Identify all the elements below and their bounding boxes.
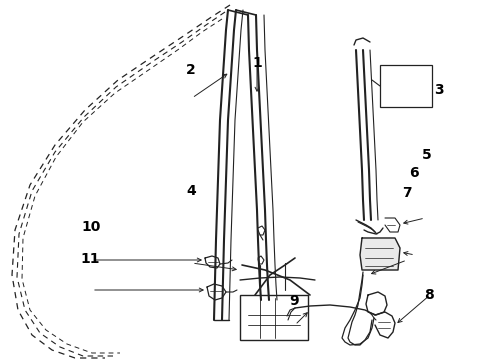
- FancyBboxPatch shape: [380, 65, 432, 107]
- Text: 6: 6: [409, 166, 419, 180]
- Text: 5: 5: [421, 148, 431, 162]
- Text: 4: 4: [186, 184, 196, 198]
- Polygon shape: [360, 238, 400, 270]
- Text: 11: 11: [81, 252, 100, 266]
- Text: 8: 8: [424, 288, 434, 302]
- Text: 3: 3: [434, 83, 443, 97]
- Text: 1: 1: [252, 56, 262, 70]
- FancyBboxPatch shape: [240, 295, 308, 340]
- Text: 10: 10: [81, 220, 100, 234]
- Text: 9: 9: [289, 294, 299, 307]
- Text: 7: 7: [402, 186, 412, 199]
- Text: 2: 2: [186, 63, 196, 77]
